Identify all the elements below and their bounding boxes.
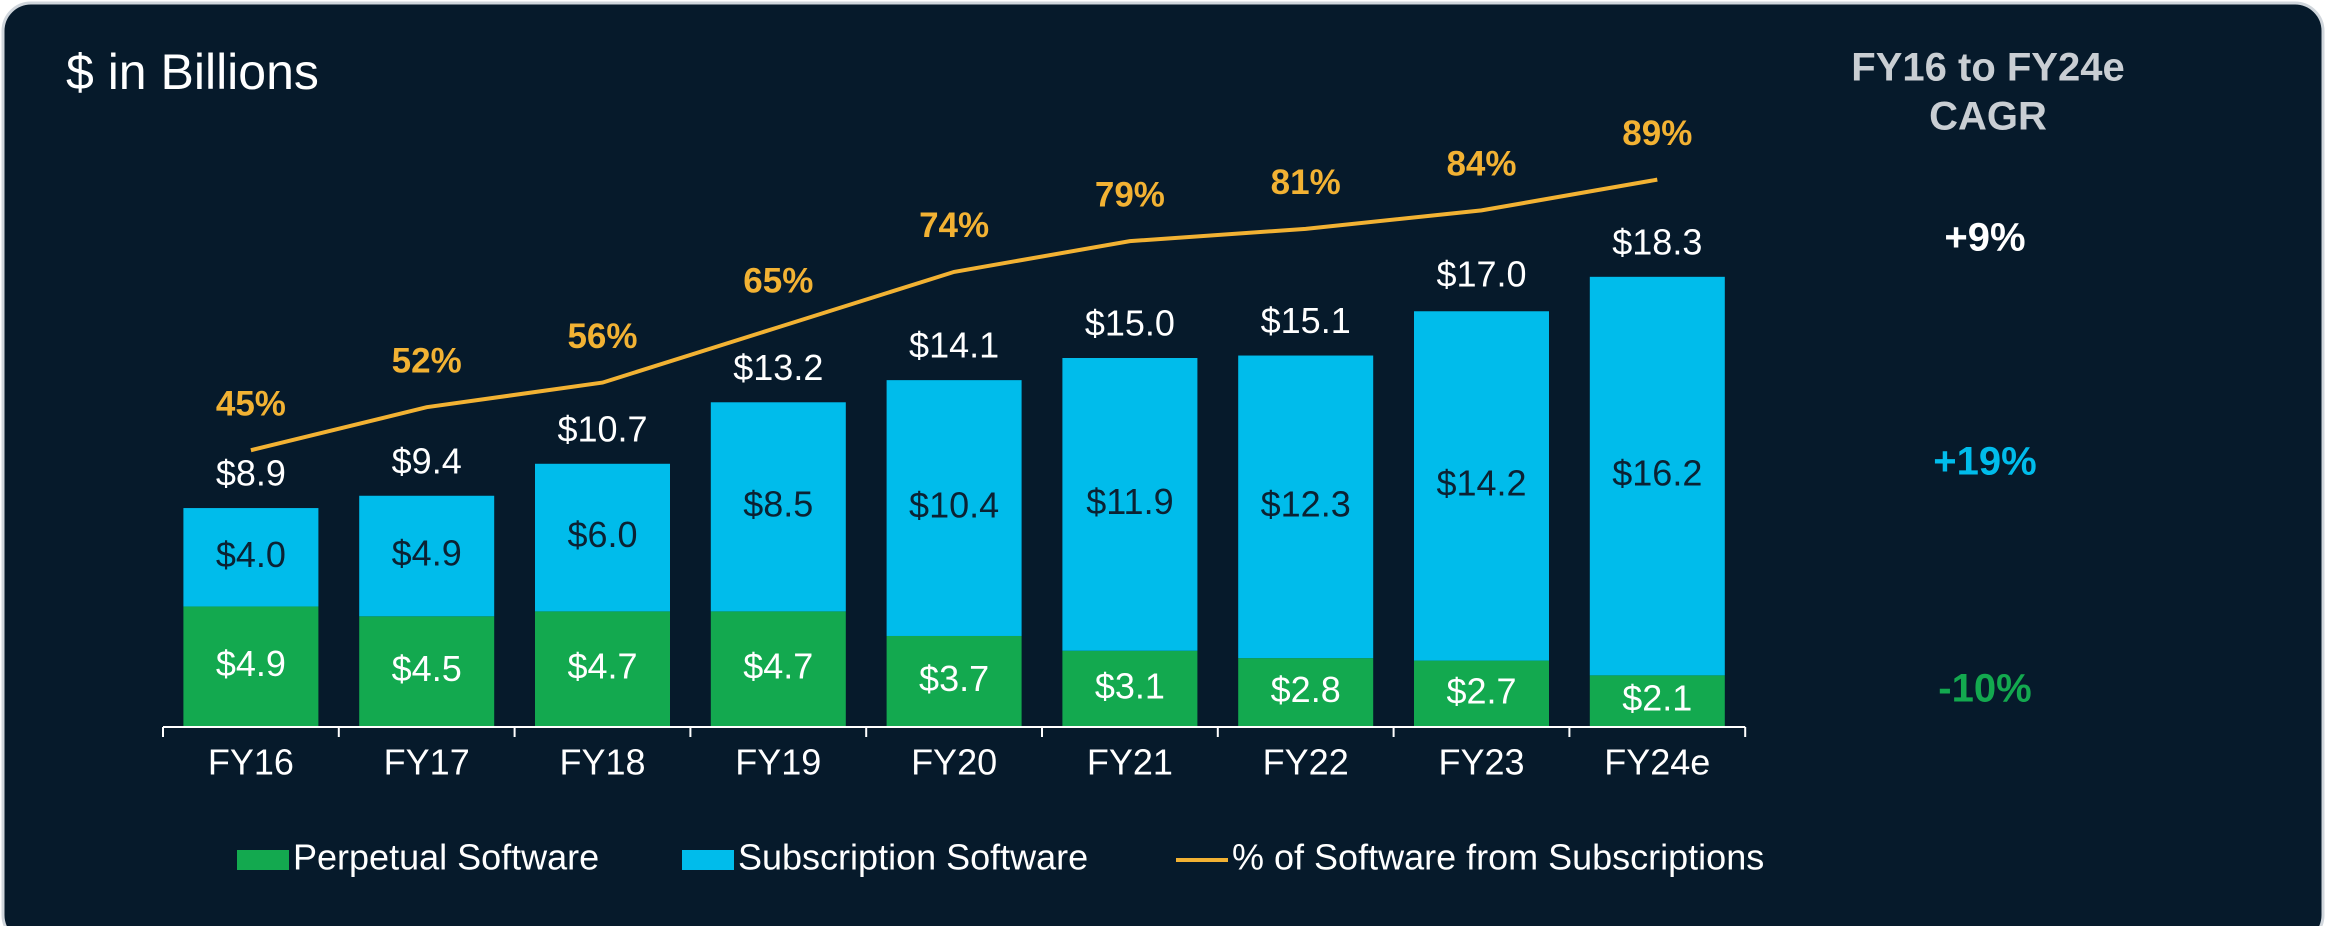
- line-label: 74%: [919, 206, 989, 245]
- total-label: $10.7: [557, 408, 647, 449]
- bar-segment: [710, 402, 846, 612]
- total-label: $13.2: [733, 347, 823, 388]
- segment-label: $2.8: [1271, 669, 1341, 710]
- line-label: 56%: [567, 317, 637, 356]
- segment-label: $12.3: [1261, 483, 1351, 524]
- total-label: $17.0: [1436, 253, 1526, 294]
- cagr-value: +19%: [1933, 440, 2036, 484]
- bar-segment: [710, 611, 846, 727]
- line-label: 89%: [1622, 114, 1692, 153]
- total-label: $9.4: [392, 440, 462, 481]
- bar-segment: [1414, 660, 1549, 727]
- segment-label: $3.1: [1095, 665, 1165, 706]
- segment-label: $6.0: [567, 514, 637, 555]
- line-label: 52%: [392, 341, 462, 380]
- segment-label: $11.9: [1086, 481, 1173, 522]
- total-label: $18.3: [1612, 221, 1702, 262]
- bar-segment: [886, 380, 1022, 636]
- x-tick-label: FY22: [1263, 742, 1349, 783]
- cagr-value: +9%: [1944, 216, 2025, 260]
- x-tick-label: FY19: [735, 742, 821, 783]
- line-label: 79%: [1095, 175, 1165, 214]
- bar-segment: [535, 611, 670, 727]
- segment-label: $4.5: [392, 648, 462, 689]
- line-label: 84%: [1446, 145, 1516, 184]
- segment-label: $10.4: [909, 485, 999, 526]
- legend-swatch: [237, 850, 289, 870]
- chart-title: $ in Billions: [66, 44, 319, 100]
- x-tick-label: FY20: [911, 742, 997, 783]
- bar-segment: [1062, 358, 1198, 651]
- segment-label: $4.7: [567, 646, 637, 687]
- bar-segment: [183, 606, 319, 727]
- segment-label: $14.2: [1436, 462, 1526, 503]
- segment-label: $2.1: [1622, 678, 1692, 719]
- segment-label: $16.2: [1612, 453, 1702, 494]
- bar-segment: [359, 495, 495, 617]
- segment-label: $4.7: [743, 646, 813, 687]
- cagr-title: CAGR: [1929, 95, 2047, 139]
- segment-label: $4.9: [392, 533, 462, 574]
- legend-label: % of Software from Subscriptions: [1232, 837, 1764, 878]
- segment-label: $3.7: [919, 658, 989, 699]
- total-label: $15.0: [1085, 303, 1175, 344]
- cagr-title: FY16 to FY24e: [1851, 46, 2124, 90]
- total-label: $14.1: [909, 325, 999, 366]
- segment-label: $8.5: [743, 483, 813, 524]
- x-tick-label: FY21: [1087, 742, 1173, 783]
- bar-segment: [359, 616, 495, 727]
- bar-segment: [1414, 311, 1549, 661]
- line-label: 81%: [1271, 163, 1341, 202]
- bar-segment: [535, 463, 670, 612]
- x-tick-label: FY17: [384, 742, 470, 783]
- bar-segment: [1062, 650, 1198, 727]
- bar-segment: [886, 635, 1022, 727]
- line-label: 65%: [743, 262, 813, 301]
- segment-label: $4.9: [216, 643, 286, 684]
- x-tick-label: FY24e: [1604, 742, 1710, 783]
- x-tick-label: FY18: [559, 742, 645, 783]
- line-label: 45%: [216, 385, 286, 424]
- segment-label: $4.0: [216, 534, 286, 575]
- legend-label: Subscription Software: [738, 837, 1088, 878]
- bar-segment: [1589, 276, 1725, 676]
- x-tick-label: FY23: [1438, 742, 1524, 783]
- legend-swatch: [682, 850, 734, 870]
- line: [250, 177, 1658, 453]
- bar-segment: [1238, 658, 1374, 727]
- bar-segment: [183, 508, 319, 607]
- x-tick-label: FY16: [208, 742, 294, 783]
- total-label: $15.1: [1261, 300, 1351, 341]
- segment-label: $2.7: [1446, 670, 1516, 711]
- total-label: $8.9: [216, 453, 286, 494]
- cagr-value: -10%: [1938, 667, 2031, 711]
- bar-segment: [1238, 355, 1374, 659]
- legend-label: Perpetual Software: [293, 837, 599, 878]
- bar-segment: [1589, 675, 1725, 727]
